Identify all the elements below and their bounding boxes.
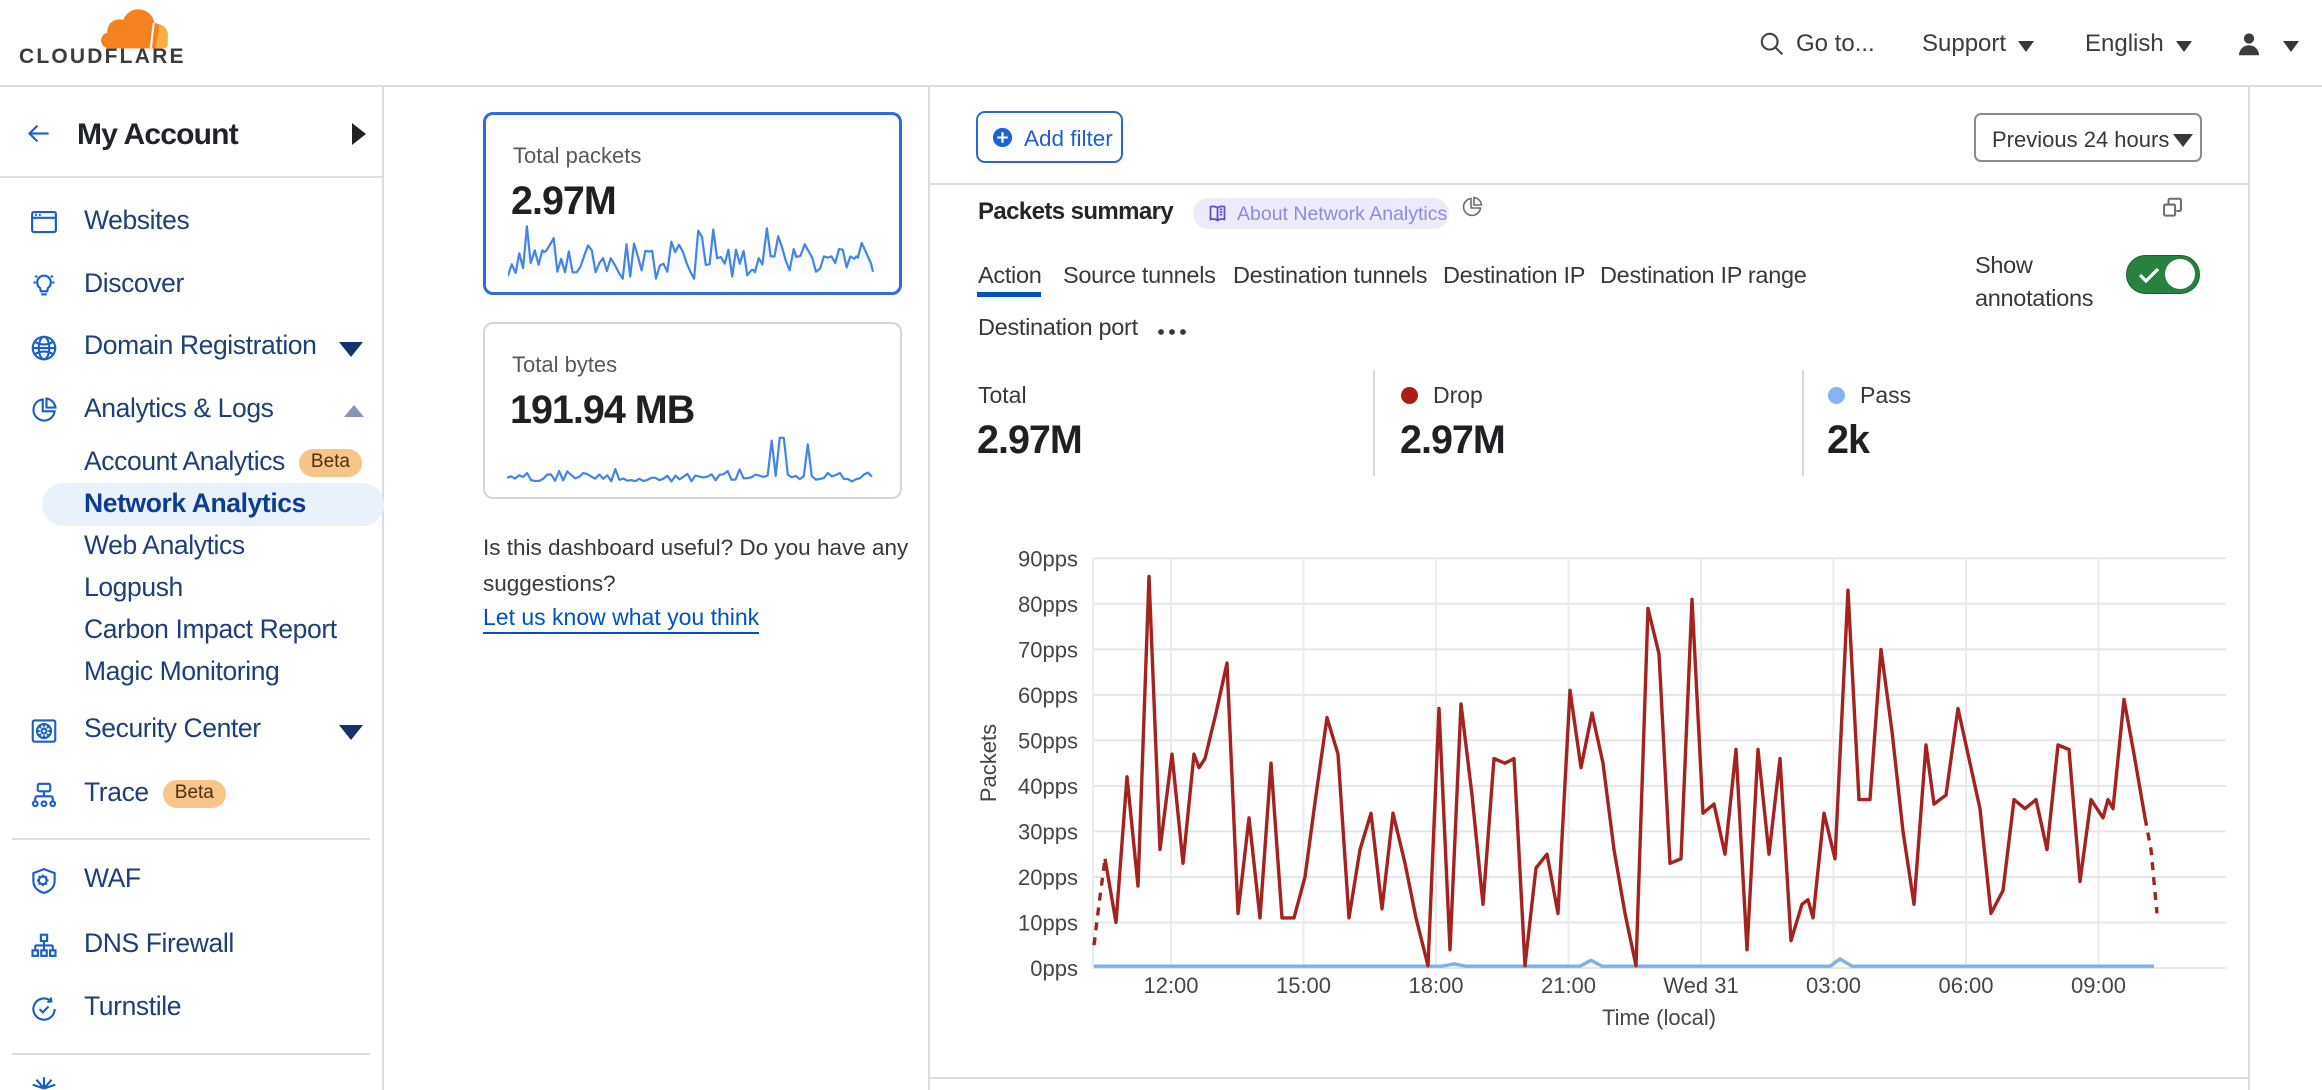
svg-text:21:00: 21:00 xyxy=(1541,973,1596,998)
svg-text:60pps: 60pps xyxy=(1018,683,1078,708)
svg-text:30pps: 30pps xyxy=(1018,819,1078,844)
svg-text:Wed 31: Wed 31 xyxy=(1663,973,1738,998)
svg-text:20pps: 20pps xyxy=(1018,865,1078,890)
svg-text:09:00: 09:00 xyxy=(2071,973,2126,998)
svg-text:15:00: 15:00 xyxy=(1276,973,1331,998)
svg-text:0pps: 0pps xyxy=(1030,956,1078,981)
svg-text:Time (local): Time (local) xyxy=(1602,1005,1716,1030)
svg-text:Packets: Packets xyxy=(976,724,1001,802)
svg-text:80pps: 80pps xyxy=(1018,592,1078,617)
svg-text:18:00: 18:00 xyxy=(1408,973,1463,998)
svg-text:90pps: 90pps xyxy=(1018,546,1078,571)
svg-text:03:00: 03:00 xyxy=(1806,973,1861,998)
svg-text:12:00: 12:00 xyxy=(1143,973,1198,998)
svg-text:50pps: 50pps xyxy=(1018,728,1078,753)
svg-text:70pps: 70pps xyxy=(1018,637,1078,662)
svg-text:40pps: 40pps xyxy=(1018,774,1078,799)
svg-text:10pps: 10pps xyxy=(1018,911,1078,936)
svg-text:06:00: 06:00 xyxy=(1938,973,1993,998)
